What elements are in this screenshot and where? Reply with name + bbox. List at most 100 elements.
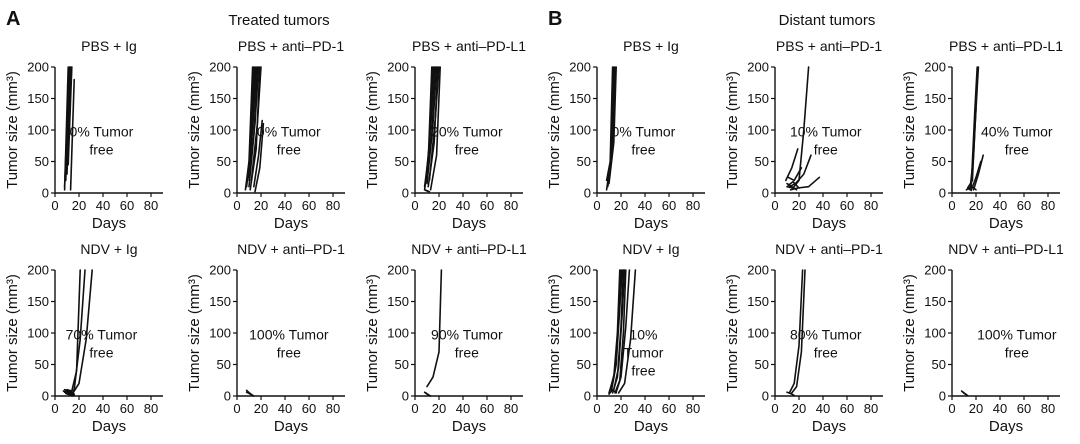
x-tick-label: 20 [792,198,806,213]
x-axis-label: Days [634,215,668,232]
y-axis-label: Tumor size (mm³) [364,71,381,189]
y-axis-label: Tumor size (mm³) [901,71,918,189]
subplot: NDV + Ig 0 50 100 150 200 0 20 40 60 80 Days Tumor s… [546,241,705,435]
x-tick-label: 0 [771,198,778,213]
tumor-free-annotation: free [455,344,479,360]
y-tick-label: 100 [387,326,409,341]
tumor-growth-line [426,269,443,388]
tumor-free-annotation: free [631,362,655,378]
x-tick-label: 20 [432,401,446,416]
x-axis-label: Days [812,418,846,435]
tumor-growth-line [615,269,631,394]
subplot-title: NDV + anti–PD-1 [237,241,345,257]
y-tick-label: 100 [924,123,946,138]
y-tick-label: 0 [762,389,769,404]
tumor-growth-line [424,66,436,182]
subplot-title: NDV + Ig [80,241,137,257]
y-axis-label: Tumor size (mm³) [364,274,381,392]
y-tick-label: 50 [395,357,409,372]
x-tick-label: 20 [614,401,628,416]
x-tick-label: 40 [96,401,110,416]
subplot-title: NDV + anti–PD-1 [775,241,883,257]
x-tick-label: 20 [72,401,86,416]
y-tick-label: 200 [747,263,769,278]
tumor-growth-line [63,390,75,396]
tumor-free-annotation: free [455,141,479,157]
x-tick-label: 60 [840,401,854,416]
tumor-growth-line [424,189,431,193]
x-tick-label: 20 [72,198,86,213]
y-axis-label: Tumor size (mm³) [4,274,21,392]
tumor-growth-line [253,119,264,188]
tumor-free-annotation: 0% Tumor [612,123,676,139]
y-axis-label: Tumor size (mm³) [901,274,918,392]
y-tick-label: 100 [209,326,231,341]
y-tick-label: 0 [42,186,49,201]
y-tick-label: 0 [584,186,591,201]
y-axis-label: Tumor size (mm³) [4,71,21,189]
subplot: PBS + Ig 0 50 100 150 200 0 20 40 60 80 Days Tumor s… [546,38,705,232]
x-tick-label: 20 [969,198,983,213]
panel-b-letter: B [548,8,562,30]
subplot: PBS + anti–PD-L1 0 50 100 150 200 0 20 40 60 80 Day… [364,38,526,232]
x-tick-label: 0 [51,401,58,416]
tumor-growth-line [969,107,977,191]
tumor-free-annotation: 80% Tumor [790,326,862,342]
y-tick-label: 50 [35,154,49,169]
tumor-free-annotation: 100% Tumor [977,326,1057,342]
y-tick-label: 200 [27,263,49,278]
x-tick-label: 20 [432,198,446,213]
x-axis-label: Days [452,215,486,232]
x-tick-label: 80 [144,401,158,416]
y-tick-label: 100 [747,326,769,341]
x-tick-label: 40 [638,198,652,213]
x-tick-label: 0 [233,401,240,416]
tumor-growth-line [68,269,86,394]
tumor-growth-line [608,66,618,185]
tumor-growth-line [788,154,812,188]
y-axis-label: Tumor size (mm³) [724,71,741,189]
y-tick-label: 50 [932,154,946,169]
tumor-growth-line [961,391,969,397]
x-axis-label: Days [634,418,668,435]
x-tick-label: 40 [638,401,652,416]
subplot: PBS + anti–PD-L1 0 50 100 150 200 0 20 40 60 80 Day… [901,38,1063,232]
y-tick-label: 150 [747,294,769,309]
tumor-growth-line [247,66,258,182]
x-tick-label: 80 [326,401,340,416]
x-tick-label: 80 [504,198,518,213]
tumor-growth-line [608,388,618,395]
tumor-free-annotation: free [1005,344,1029,360]
subplot-title: PBS + anti–PD-1 [238,38,344,54]
panel-a-letter: A [6,8,20,30]
x-tick-label: 80 [864,401,878,416]
x-tick-label: 0 [411,401,418,416]
x-tick-label: 0 [593,198,600,213]
tumor-free-annotation: free [814,344,838,360]
x-axis-label: Days [989,215,1023,232]
subplot: NDV + anti–PD-L1 0 50 100 150 200 0 20 40 60 80 Day… [901,241,1064,435]
x-tick-label: 20 [792,401,806,416]
tumor-free-annotation: Tumor [623,344,663,360]
y-tick-label: 150 [924,294,946,309]
tumor-growth-line [250,66,262,182]
x-tick-label: 60 [1017,401,1031,416]
y-tick-label: 200 [924,263,946,278]
x-tick-label: 80 [686,198,700,213]
y-tick-label: 100 [569,326,591,341]
x-tick-label: 20 [969,401,983,416]
x-axis-label: Days [989,418,1023,435]
y-tick-label: 50 [577,357,591,372]
y-tick-label: 200 [569,60,591,75]
y-tick-label: 0 [939,186,946,201]
x-tick-label: 40 [96,198,110,213]
tumor-growth-line [617,269,637,394]
subplot-title: PBS + anti–PD-L1 [412,38,526,54]
x-axis-label: Days [812,215,846,232]
x-tick-label: 0 [593,401,600,416]
tumor-growth-line [605,66,614,182]
y-tick-label: 150 [387,91,409,106]
subplot: PBS + Ig 0 50 100 150 200 0 20 40 60 80 Days Tumor s… [4,38,163,232]
y-tick-label: 150 [569,294,591,309]
